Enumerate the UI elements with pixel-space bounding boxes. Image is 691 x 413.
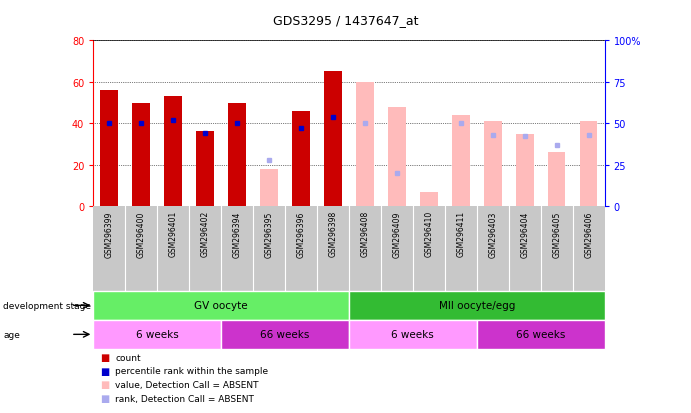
Bar	[93, 320, 221, 349]
Text: GSM296403: GSM296403	[489, 211, 498, 257]
Text: GSM296411: GSM296411	[456, 211, 465, 257]
Text: percentile rank within the sample: percentile rank within the sample	[115, 366, 269, 375]
Bar	[477, 320, 605, 349]
Bar	[452, 116, 470, 206]
Text: ■: ■	[100, 380, 109, 389]
Text: GSM296400: GSM296400	[137, 211, 146, 257]
Bar	[221, 320, 349, 349]
Text: GSM296398: GSM296398	[328, 211, 337, 257]
Text: GSM296402: GSM296402	[200, 211, 209, 257]
Bar	[228, 103, 246, 206]
Text: GSM296396: GSM296396	[296, 211, 305, 257]
Text: 6 weeks: 6 weeks	[392, 330, 434, 339]
Bar	[292, 112, 310, 206]
Text: GSM296401: GSM296401	[169, 211, 178, 257]
Text: ■: ■	[100, 366, 109, 376]
Text: development stage: development stage	[3, 301, 91, 310]
Text: GSM296399: GSM296399	[105, 211, 114, 257]
Text: rank, Detection Call = ABSENT: rank, Detection Call = ABSENT	[115, 394, 254, 403]
Bar	[164, 97, 182, 206]
Text: ■: ■	[100, 393, 109, 403]
Bar	[93, 291, 349, 320]
Text: ■: ■	[100, 352, 109, 362]
Text: 66 weeks: 66 weeks	[516, 330, 565, 339]
Bar	[324, 72, 342, 206]
Bar	[100, 91, 118, 206]
Bar	[516, 134, 533, 206]
Text: GV oocyte: GV oocyte	[194, 301, 248, 311]
Text: GSM296408: GSM296408	[361, 211, 370, 257]
Text: GSM296394: GSM296394	[233, 211, 242, 257]
Bar	[548, 153, 565, 206]
Bar	[349, 320, 477, 349]
Text: GSM296404: GSM296404	[520, 211, 529, 257]
Bar	[133, 103, 150, 206]
Bar	[580, 122, 598, 206]
Text: GSM296395: GSM296395	[265, 211, 274, 257]
Bar	[349, 291, 605, 320]
Text: GSM296405: GSM296405	[552, 211, 561, 257]
Bar	[356, 83, 374, 206]
Text: GSM296410: GSM296410	[424, 211, 433, 257]
Text: value, Detection Call = ABSENT: value, Detection Call = ABSENT	[115, 380, 259, 389]
Text: GSM296406: GSM296406	[584, 211, 593, 257]
Text: 6 weeks: 6 weeks	[136, 330, 178, 339]
Bar	[261, 169, 278, 206]
Bar	[196, 132, 214, 206]
Bar	[420, 192, 437, 206]
Bar	[484, 122, 502, 206]
Text: GDS3295 / 1437647_at: GDS3295 / 1437647_at	[273, 14, 418, 27]
Text: 66 weeks: 66 weeks	[261, 330, 310, 339]
Text: MII oocyte/egg: MII oocyte/egg	[439, 301, 515, 311]
Bar	[388, 107, 406, 206]
Text: age: age	[3, 330, 20, 339]
Text: count: count	[115, 353, 141, 362]
Text: GSM296409: GSM296409	[392, 211, 401, 257]
